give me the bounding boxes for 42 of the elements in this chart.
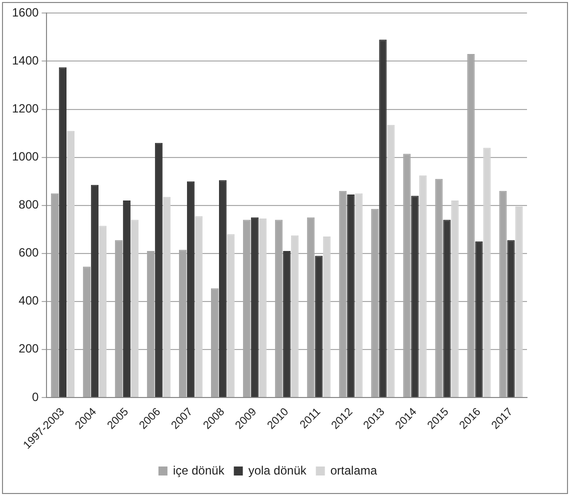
bar [98,226,107,397]
y-tick-label: 0 [32,390,40,404]
bar [451,200,459,397]
bar [419,175,427,397]
bar [227,234,235,397]
bar [186,181,195,397]
bar [387,124,395,397]
bar [162,196,171,397]
bar [122,200,131,397]
y-tick-label: 1000 [12,150,40,164]
bar [90,184,99,397]
bar [443,220,451,397]
bar [283,250,291,397]
bar [194,216,203,397]
legend-label: yola dönük [248,463,308,478]
y-tick-label: 600 [18,246,40,260]
y-tick-label: 200 [18,342,40,356]
bar [259,218,267,397]
legend-label: ortalama [330,463,378,478]
bar [219,180,227,397]
bar [58,67,67,397]
bar [291,235,299,397]
y-tick-label: 1400 [12,54,40,68]
bar [251,217,259,397]
bar [130,220,139,397]
bar [315,256,323,397]
bar [475,241,483,397]
bar [154,142,163,397]
y-tick-label: 400 [18,294,40,308]
bar [355,193,363,397]
bar [507,240,515,397]
bar [323,236,331,397]
bar [515,206,523,397]
y-tick-label: 1200 [12,102,40,116]
y-tick-label: 800 [18,198,40,212]
bar [379,40,387,397]
legend-label: içe dönük [172,463,226,478]
bar [483,148,491,397]
bar [66,130,75,397]
bar [347,194,355,397]
y-tick-label: 1600 [12,6,40,20]
bar [411,196,419,397]
